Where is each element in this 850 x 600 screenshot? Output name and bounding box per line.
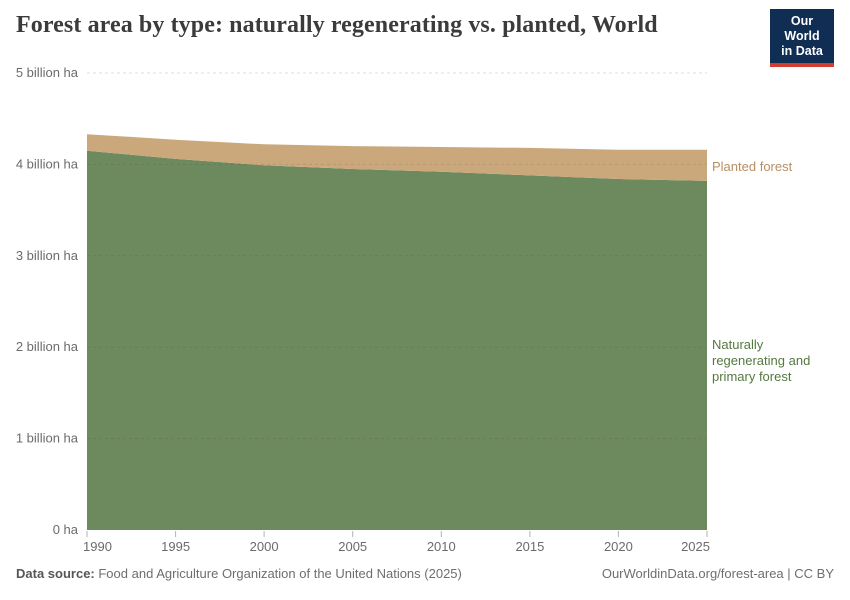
- owid-logo[interactable]: Our World in Data: [770, 9, 834, 67]
- area-series-1: [87, 134, 707, 181]
- x-tick-label: 1990: [83, 539, 112, 554]
- y-tick-label: 0 ha: [53, 522, 79, 537]
- x-tick-label: 2000: [250, 539, 279, 554]
- data-source-note: Data source: Food and Agriculture Organi…: [16, 566, 462, 581]
- chart-title: Forest area by type: naturally regenerat…: [16, 12, 658, 38]
- series-label-planted-forest: Planted forest: [712, 159, 793, 174]
- y-tick-label: 3 billion ha: [16, 248, 79, 263]
- y-tick-label: 5 billion ha: [16, 65, 79, 80]
- y-tick-label: 1 billion ha: [16, 431, 79, 446]
- owid-logo-text: Our World in Data: [770, 9, 834, 63]
- y-tick-label: 4 billion ha: [16, 156, 79, 171]
- logo-line1: Our World: [784, 14, 820, 43]
- logo-line2: in Data: [781, 44, 823, 58]
- x-tick-label: 2015: [515, 539, 544, 554]
- x-tick-label: 2005: [338, 539, 367, 554]
- area-series-0: [87, 150, 707, 530]
- y-tick-label: 2 billion ha: [16, 339, 79, 354]
- logo-red-bar: [770, 63, 834, 67]
- footer: Data source: Food and Agriculture Organi…: [16, 566, 834, 581]
- data-source-text: Food and Agriculture Organization of the…: [94, 566, 462, 581]
- x-tick-label: 2020: [604, 539, 633, 554]
- x-tick-label: 1995: [161, 539, 190, 554]
- series-label-natural-forest: Naturally regenerating and primary fores…: [712, 337, 811, 384]
- credit-link[interactable]: OurWorldinData.org/forest-area | CC BY: [601, 566, 834, 581]
- x-tick-label: 2025: [681, 539, 710, 554]
- x-tick-label: 2010: [427, 539, 456, 554]
- data-source-label: Data source:: [16, 566, 95, 581]
